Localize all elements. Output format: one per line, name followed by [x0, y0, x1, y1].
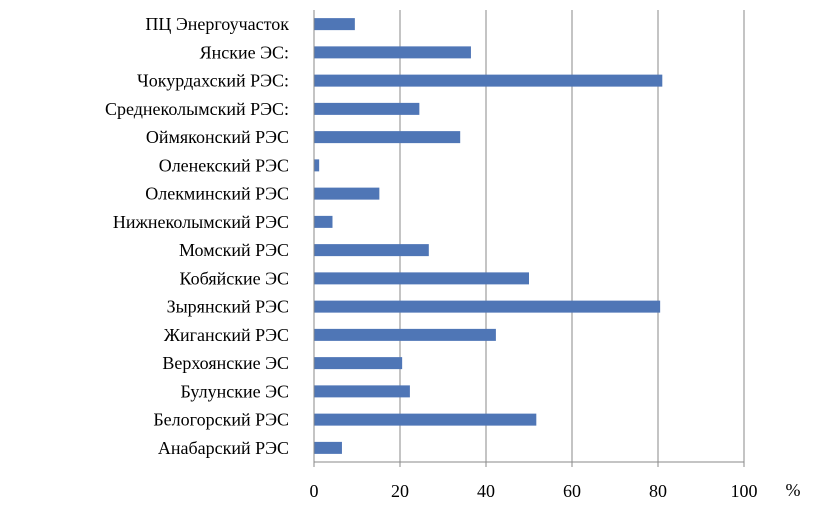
bar [314, 272, 529, 285]
category-label: Янские ЭС: [200, 42, 289, 62]
x-tick-label: 60 [563, 481, 581, 501]
bar [314, 187, 380, 200]
x-tick-label: 0 [310, 481, 319, 501]
bar [314, 215, 333, 228]
category-label: Среднеколымский РЭС: [105, 99, 289, 119]
bar [314, 413, 537, 426]
x-unit-label: % [786, 480, 801, 500]
x-tick-label: 100 [731, 481, 758, 501]
bar [314, 131, 461, 144]
category-label: Чокурдахский РЭС: [137, 71, 289, 91]
category-label: Анабарский РЭС [158, 438, 289, 458]
category-labels: ПЦ Энергоучасток Янские ЭС: Чокурдахский Р… [105, 14, 289, 458]
category-label: Момский РЭС [179, 240, 289, 260]
category-label: Оймяконский РЭС [146, 127, 289, 147]
category-label: Булунские ЭС [181, 381, 289, 401]
x-tick-label: 40 [477, 481, 495, 501]
category-label: Жиганский РЭС [164, 325, 289, 345]
category-label: Оленекский РЭС [159, 155, 289, 175]
bar [314, 385, 410, 398]
bars [314, 18, 663, 454]
bar [314, 74, 663, 87]
category-label: Кобяйские ЭС [180, 268, 289, 288]
x-tick-label: 20 [391, 481, 409, 501]
category-label: Нижнеколымский РЭС [113, 212, 289, 232]
bar [314, 46, 471, 59]
bar [314, 102, 420, 115]
category-label: Зырянский РЭС [167, 297, 289, 317]
category-label: Белогорский РЭС [153, 410, 289, 430]
category-label: Верхоянские ЭС [162, 353, 289, 373]
category-label: Олекминский РЭС [145, 184, 289, 204]
bar [314, 328, 496, 341]
bar [314, 357, 403, 370]
bar [314, 244, 429, 257]
bar [314, 159, 320, 172]
category-label: ПЦ Энергоучасток [145, 14, 289, 34]
bar [314, 300, 661, 313]
x-axis: 0 20 40 60 80 100 [310, 10, 758, 501]
bar [314, 441, 342, 454]
bar [314, 18, 355, 31]
x-tick-label: 80 [649, 481, 667, 501]
